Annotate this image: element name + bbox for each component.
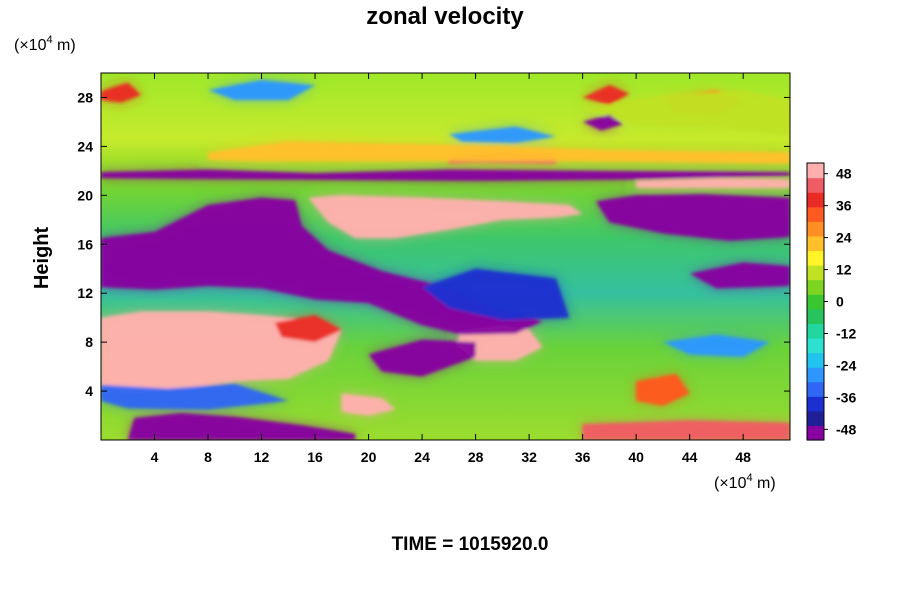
x-tick-label: 8 [204,449,212,465]
region-red-spot-top [582,85,630,105]
x-tick-label: 44 [682,449,698,465]
region-red-lower-right [636,373,690,406]
colorbar-swatch [807,163,824,179]
plot-frame [100,72,791,441]
colorbar-swatch [807,367,824,383]
region-yellow-top-right [582,91,790,135]
colorbar-tick-label: -24 [836,357,856,373]
region-pink-bottom-right [582,420,790,440]
y-tick-label: 16 [77,236,93,252]
colorbar-tick-label: 48 [836,166,852,182]
region-pink-bottom [341,393,396,416]
y-axis: 4 8 12 16 20 24 28 [77,89,790,399]
region-blue-top-mid [448,126,556,143]
y-tick-label: 20 [77,187,93,203]
x-axis: 4 8 12 16 20 24 28 32 36 40 44 48 [151,73,751,465]
colorbar-swatch [807,250,824,266]
x-tick-label: 4 [151,449,159,465]
colorbar-tick-label: 12 [836,262,852,278]
colorbar-tick-label: 0 [836,294,844,310]
colorbar-tick-label: -48 [836,421,856,437]
y-tick-label: 4 [85,383,93,399]
region-blue-left [101,383,289,410]
region-purple-center-low [368,339,476,377]
x-tick-label: 32 [521,449,537,465]
y-tick-label: 12 [77,285,93,301]
x-tick-label: 36 [575,449,591,465]
colorbar-swatch [807,381,824,397]
x-tick-label: 16 [307,449,323,465]
colorbar-swatch [807,221,824,237]
region-purple-spot-top [582,114,623,131]
x-axis-unit: (×104 m) [714,472,776,492]
region-purple-right-upper [596,194,790,241]
x-tick-label: 20 [361,449,377,465]
region-red-mid-left [274,315,342,343]
region-purple-band [101,169,790,181]
region-red-top-left [101,82,142,103]
region-blue-right-low [662,334,770,357]
x-tick-label: 40 [628,449,644,465]
y-tick-label: 8 [85,334,93,350]
colorbar-swatch [807,308,824,324]
colorbar-tick-label: 24 [836,230,852,246]
colorbar-swatch [807,352,824,368]
y-tick-label: 28 [77,89,93,105]
y-tick-label: 24 [77,138,93,154]
colorbar-tick-label: -36 [836,389,856,405]
y-axis-unit: (×104 m) [14,34,76,54]
colorbar-swatch [807,396,824,412]
y-axis-label: Height [31,227,53,290]
x-tick-label: 28 [468,449,484,465]
region-purple-right-mid [689,262,790,289]
region-pink-band-right [636,178,790,188]
region-blue-top-left [208,80,316,100]
colorbar-swatch [807,177,824,193]
colorbar-swatch [807,265,824,281]
heatmap-plot-area [101,73,790,440]
time-label: TIME = 1015920.0 [392,534,549,555]
colorbar-swatch [807,294,824,310]
colorbar-swatch [807,192,824,208]
colorbar: 48 36 24 12 0 -12 -24 -36 -48 [806,162,856,441]
region-purple-bottom-left [127,413,356,440]
colorbar-swatch [807,323,824,339]
x-tick-label: 12 [254,449,270,465]
colorbar-swatch [807,425,824,441]
colorbar-swatch [807,235,824,252]
colorbar-swatch [807,410,824,427]
x-tick-label: 48 [735,449,751,465]
colorbar-swatch [807,279,824,295]
chart-title: zonal velocity [366,3,524,30]
region-purple-left-upper [101,197,543,335]
colorbar-tick-label: -12 [836,325,856,341]
region-orange-top-band [208,141,790,164]
x-tick-label: 24 [414,449,430,465]
region-pink-upper-middle [308,195,583,239]
colorbar-tick-label: 36 [836,198,852,214]
colorbar-swatch [807,206,824,222]
region-blue-center [422,268,570,321]
colorbar-swatch [807,337,824,354]
